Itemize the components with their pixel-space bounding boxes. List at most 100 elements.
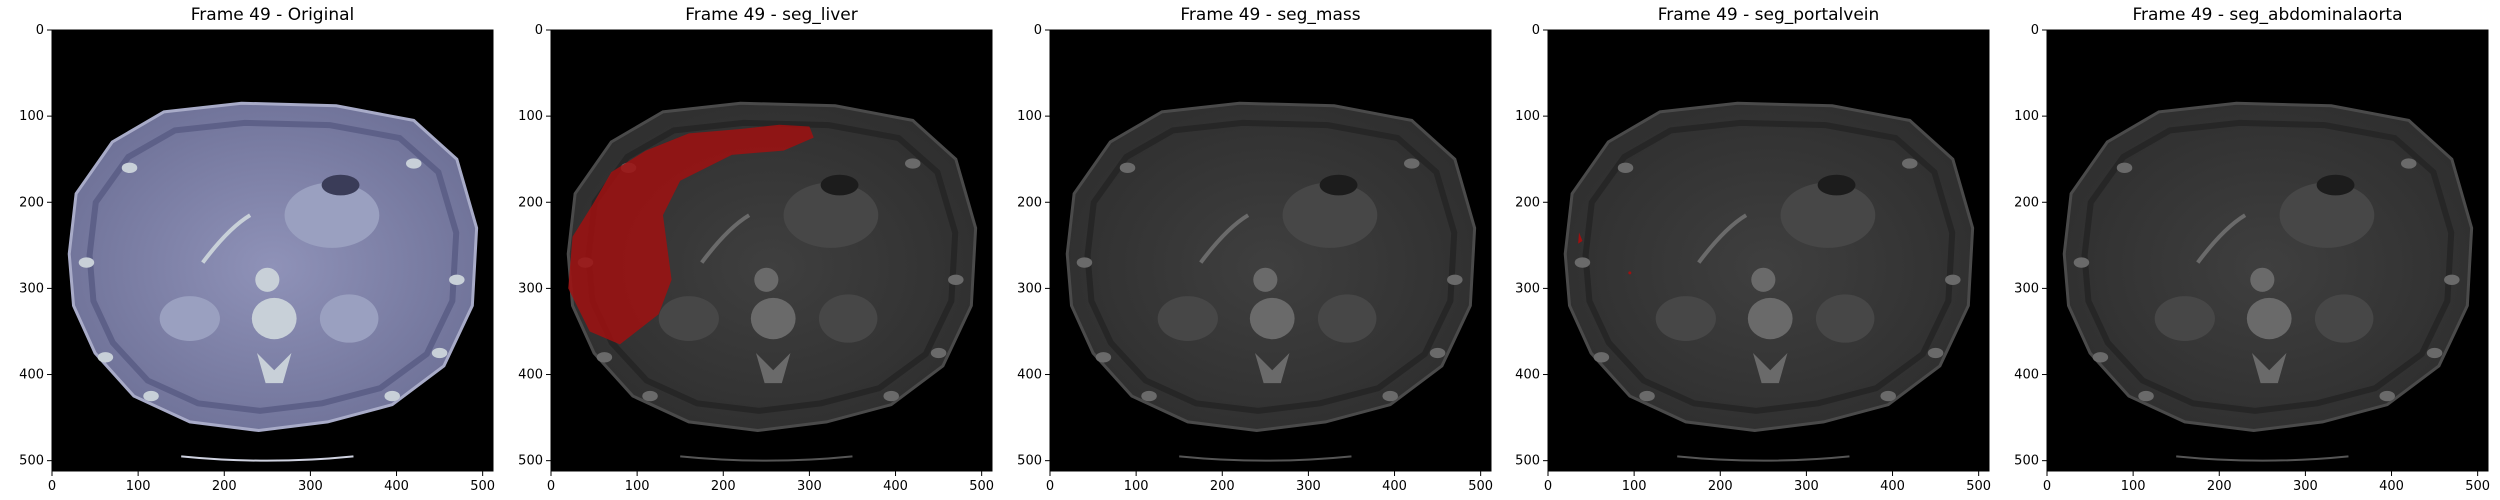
scanner-table: [1179, 455, 1352, 462]
y-tick-label: 400: [19, 368, 44, 383]
rib-cross-section: [2073, 257, 2090, 268]
rib-cross-section: [1382, 390, 1398, 402]
spinous-process: [1752, 352, 1788, 384]
vertebral-body: [1747, 297, 1793, 340]
vertebral-body: [251, 297, 297, 340]
y-tick-label: 300: [518, 281, 543, 296]
rib-cross-section: [431, 347, 448, 359]
x-tick-label: 300: [1296, 479, 1321, 494]
x-tick-label: 0: [547, 479, 555, 494]
y-tick-label: 500: [2014, 454, 2039, 469]
aorta: [1751, 267, 1776, 292]
rib-cross-section: [78, 257, 95, 268]
rib-cross-section: [1902, 158, 1918, 169]
portal-vessel: [2196, 213, 2247, 264]
x-tick-label: 400: [2379, 479, 2404, 494]
aorta: [1253, 267, 1278, 292]
scanner-table: [680, 455, 853, 462]
rib-cross-section: [2426, 347, 2443, 359]
rib-cross-section: [406, 158, 422, 169]
axes-frame: [2046, 29, 2489, 472]
x-tick-label: 300: [2293, 479, 2318, 494]
portalvein-segmentation-mask: [1578, 232, 1583, 244]
rib-cross-section: [1574, 257, 1591, 268]
rib-cross-section: [596, 352, 613, 363]
fat-layer: [1084, 119, 1458, 414]
rib-cross-section: [1095, 352, 1112, 363]
x-tick-label: 500: [969, 479, 994, 494]
panel-none-2: Frame 49 - seg_mass 0 100 200 300 400 500 0 100 2…: [1017, 5, 1493, 494]
y-tick-label: 100: [2014, 109, 2039, 124]
rib-cross-section: [905, 158, 921, 169]
axes-frame: [1049, 29, 1492, 472]
x-tick-label: 0: [1544, 479, 1552, 494]
x-tick-label: 400: [1382, 479, 1407, 494]
y-tick-label: 0: [1532, 23, 1540, 38]
x-tick-label: 500: [2465, 479, 2490, 494]
stomach-gas: [2316, 174, 2355, 196]
abdomen-body: [1065, 101, 1477, 433]
y-tick-label: 500: [518, 454, 543, 469]
spinous-process: [2251, 352, 2287, 384]
y-tick-label: 0: [1034, 23, 1042, 38]
rib-cross-section: [97, 352, 114, 363]
left-kidney: [1317, 294, 1377, 343]
portal-vessel: [700, 213, 751, 264]
panel-title: Frame 49 - seg_mass: [1180, 5, 1360, 25]
stomach: [1282, 182, 1378, 248]
y-tick-label: 300: [1515, 281, 1540, 296]
y-tick-label: 500: [1515, 454, 1540, 469]
panel-portalvein-3: Frame 49 - seg_portalvein 0 100 200 300 400 50…: [1515, 5, 1991, 494]
portal-vessel: [1697, 213, 1748, 264]
y-tick-label: 500: [1017, 454, 1042, 469]
x-tick-label: 200: [212, 479, 237, 494]
panel-title: Frame 49 - seg_abdominalaorta: [2132, 5, 2402, 25]
x-tick-label: 0: [2043, 479, 2051, 494]
stomach: [2279, 182, 2375, 248]
rib-cross-section: [1617, 162, 1634, 173]
spinous-process: [256, 352, 292, 384]
right-kidney: [1655, 296, 1716, 341]
rib-cross-section: [2092, 352, 2109, 363]
y-tick-label: 100: [1017, 109, 1042, 124]
y-tick-label: 400: [2014, 368, 2039, 383]
rib-cross-section: [883, 390, 899, 402]
fat-layer: [585, 119, 959, 414]
rib-cross-section: [121, 162, 138, 173]
stomach-gas: [1319, 174, 1358, 196]
y-tick-label: 100: [518, 109, 543, 124]
y-tick-label: 200: [2014, 195, 2039, 210]
x-tick-label: 0: [48, 479, 56, 494]
rib-cross-section: [1076, 257, 1093, 268]
scanner-table: [1677, 455, 1850, 462]
rib-cross-section: [1880, 390, 1896, 402]
abdomen-body: [2062, 101, 2474, 433]
abdomen-body: [67, 101, 479, 433]
portal-vessel: [201, 213, 252, 264]
stomach-gas: [321, 174, 360, 196]
panel-liver-1: Frame 49 - seg_liver 0 100 200 300 400 500 0 100…: [518, 5, 994, 494]
y-tick-label: 300: [1017, 281, 1042, 296]
x-tick-label: 100: [625, 479, 650, 494]
vertebral-body: [1249, 297, 1295, 340]
rib-cross-section: [642, 390, 658, 402]
aorta: [255, 267, 280, 292]
fat-layer: [86, 119, 460, 414]
vertebral-body: [750, 297, 796, 340]
y-tick-label: 100: [1515, 109, 1540, 124]
y-tick-label: 300: [2014, 281, 2039, 296]
y-tick-label: 0: [2031, 23, 2039, 38]
right-kidney: [159, 296, 220, 341]
scanner-table: [181, 455, 354, 462]
right-kidney: [658, 296, 719, 341]
left-kidney: [319, 294, 379, 343]
portalvein-segmentation-speck: [1628, 271, 1632, 275]
stomach: [1780, 182, 1876, 248]
y-tick-label: 400: [1515, 368, 1540, 383]
stomach: [284, 182, 380, 248]
panel-none-4: Frame 49 - seg_abdominalaorta 0 100 200 300 4…: [2014, 5, 2490, 494]
x-tick-label: 500: [1966, 479, 1991, 494]
y-tick-label: 400: [518, 368, 543, 383]
y-tick-label: 200: [518, 195, 543, 210]
